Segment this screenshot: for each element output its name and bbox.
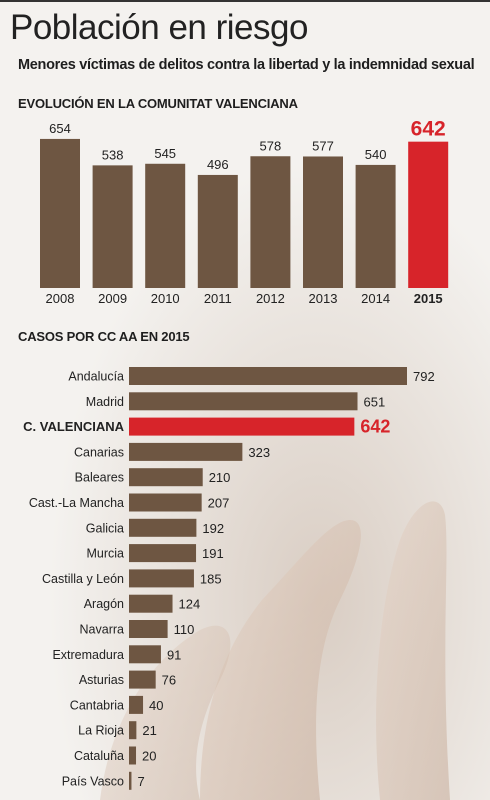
value-label-baleares: 210	[209, 470, 231, 485]
bar-murcia	[129, 544, 197, 563]
value-label-canarias: 323	[248, 445, 270, 460]
bar-baleares	[129, 468, 203, 487]
bar-la-rioja	[129, 721, 137, 740]
tick-label-2013: 2013	[309, 291, 338, 306]
bar-cantabria	[129, 695, 144, 714]
vertical-bar-chart: 654 2008 538 2009 545 2010 496 2011 578 2012 577 20…	[40, 118, 449, 306]
category-label-cataluña: Cataluña	[74, 749, 124, 763]
tick-label-2009: 2009	[98, 291, 127, 306]
value-label-2009: 538	[102, 147, 124, 162]
bar-galicia	[129, 518, 197, 537]
category-label-madrid: Madrid	[86, 395, 124, 409]
tick-label-2015: 2015	[414, 291, 443, 306]
category-label-asturias: Asturias	[79, 673, 124, 687]
bar-andalucía	[129, 367, 407, 385]
top-rule	[0, 0, 490, 2]
bar-madrid	[129, 392, 358, 411]
value-label-2011: 496	[207, 157, 229, 172]
bar-cataluña	[129, 746, 137, 765]
value-label-navarra: 110	[174, 622, 195, 637]
bar-2012	[250, 156, 291, 288]
value-label-2015: 642	[411, 118, 446, 141]
page-subtitle: Menores víctimas de delitos contra la li…	[18, 57, 475, 73]
section-title-evolucion: EVOLUCIÓN EN LA COMUNITAT VALENCIANA	[18, 96, 298, 111]
value-label-la-rioja: 21	[142, 723, 156, 738]
value-label-cataluña: 20	[142, 749, 156, 764]
horizontal-bar-chart: Andalucía 792 Madrid 651 C. VALENCIANA 642 Can…	[23, 367, 435, 790]
value-label-aragón: 124	[179, 597, 201, 612]
value-label-asturias: 76	[162, 673, 176, 688]
category-label-baleares: Baleares	[75, 471, 124, 485]
value-label-2008: 654	[49, 121, 71, 136]
category-label-país-vasco: País Vasco	[62, 774, 124, 788]
value-label-murcia: 191	[202, 546, 224, 561]
category-label-aragón: Aragón	[84, 597, 124, 611]
bar-c-valenciana	[129, 417, 355, 436]
value-label-castilla-y-león: 185	[200, 571, 222, 586]
value-label-2014: 540	[365, 147, 387, 162]
tick-label-2008: 2008	[46, 291, 75, 306]
bar-2013	[303, 156, 343, 288]
value-label-c-valenciana: 642	[360, 417, 390, 437]
category-label-cast-la-mancha: Cast.-La Mancha	[29, 496, 124, 510]
category-label-extremadura: Extremadura	[52, 648, 124, 662]
bar-2010	[145, 163, 186, 288]
bar-2009	[92, 165, 133, 288]
bar-castilla-y-león	[129, 569, 194, 588]
bar-canarias	[129, 442, 243, 461]
category-label-andalucía: Andalucía	[68, 370, 124, 384]
bar-extremadura	[129, 645, 161, 664]
bar-2011	[197, 174, 238, 288]
value-label-galicia: 192	[202, 521, 224, 536]
category-label-cantabria: Cantabria	[70, 698, 124, 712]
bar-2015	[408, 141, 449, 288]
category-label-la-rioja: La Rioja	[78, 724, 124, 738]
bar-aragón	[129, 594, 173, 613]
page-title: Población en riesgo	[10, 8, 308, 47]
value-label-país-vasco: 7	[137, 774, 144, 789]
category-label-castilla-y-león: Castilla y León	[42, 572, 124, 586]
value-label-cast-la-mancha: 207	[208, 496, 230, 511]
tick-label-2010: 2010	[151, 291, 180, 306]
tick-label-2014: 2014	[361, 291, 390, 306]
category-label-galicia: Galicia	[86, 521, 124, 535]
bar-2008	[40, 138, 80, 288]
bar-2014	[355, 164, 396, 288]
value-label-extremadura: 91	[167, 647, 181, 662]
value-label-2010: 545	[154, 146, 176, 161]
value-label-madrid: 651	[364, 394, 386, 409]
category-label-murcia: Murcia	[86, 547, 124, 561]
value-label-2012: 578	[260, 138, 282, 153]
category-label-c-valenciana: C. VALENCIANA	[23, 419, 124, 434]
value-label-2013: 577	[312, 138, 334, 153]
bar-país-vasco	[129, 771, 132, 790]
tick-label-2012: 2012	[256, 291, 285, 306]
category-label-navarra: Navarra	[80, 623, 125, 637]
bar-navarra	[129, 620, 168, 638]
bar-asturias	[129, 670, 156, 689]
category-label-canarias: Canarias	[74, 445, 124, 459]
value-label-cantabria: 40	[149, 698, 163, 713]
section-title-ccaa: CASOS POR CC AA EN 2015	[18, 329, 190, 344]
value-label-andalucía: 792	[413, 369, 435, 384]
tick-label-2011: 2011	[204, 291, 232, 306]
bar-cast-la-mancha	[129, 493, 202, 512]
